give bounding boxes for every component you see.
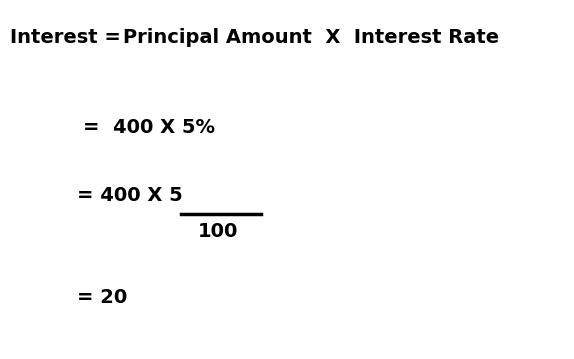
Text: =  400 X 5%: = 400 X 5% (83, 118, 215, 137)
Text: = 400 X 5: = 400 X 5 (77, 186, 183, 205)
Text: Interest =: Interest = (10, 28, 128, 47)
Text: Principal Amount  X  Interest Rate: Principal Amount X Interest Rate (123, 28, 499, 47)
Text: 100: 100 (198, 222, 238, 241)
Text: = 20: = 20 (77, 289, 128, 307)
